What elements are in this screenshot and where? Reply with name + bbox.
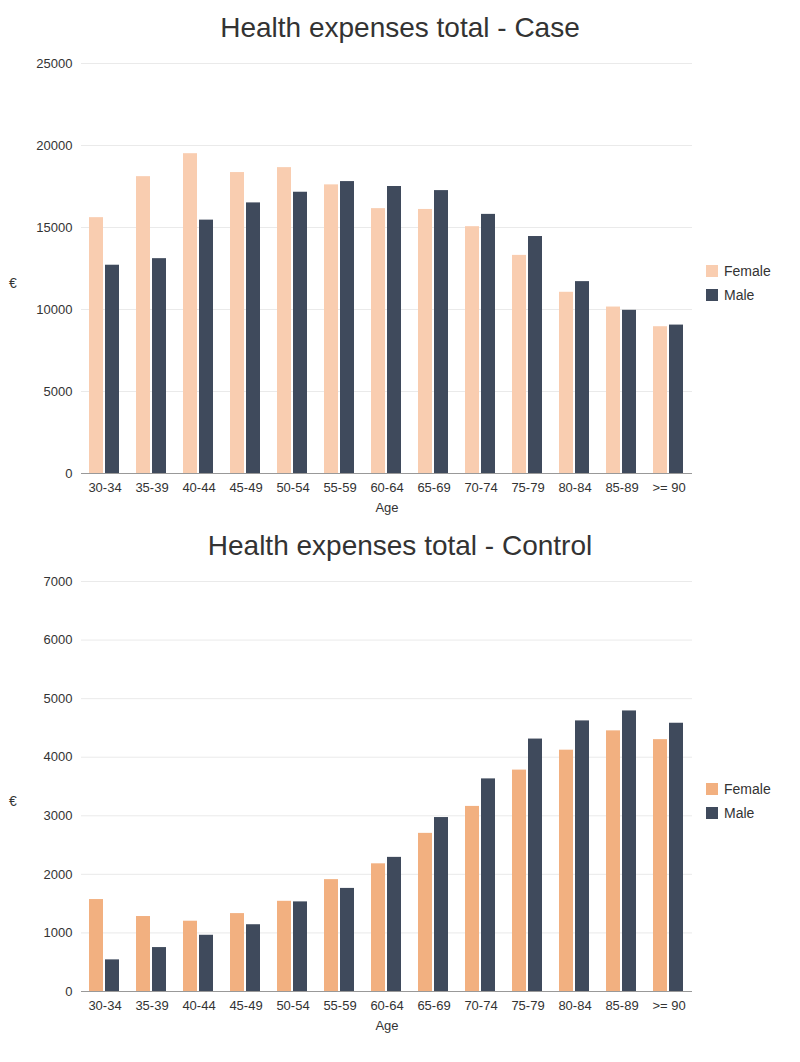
svg-text:70-74: 70-74: [464, 480, 497, 495]
svg-text:25000: 25000: [36, 56, 72, 71]
svg-text:35-39: 35-39: [135, 480, 168, 495]
svg-text:40-44: 40-44: [182, 480, 215, 495]
svg-text:4000: 4000: [44, 749, 73, 764]
svg-text:85-89: 85-89: [605, 998, 638, 1013]
svg-text:7000: 7000: [44, 574, 73, 589]
svg-text:Age: Age: [375, 1018, 398, 1033]
svg-text:5000: 5000: [44, 691, 73, 706]
svg-text:0: 0: [65, 466, 72, 481]
svg-text:2000: 2000: [44, 867, 73, 882]
svg-text:15000: 15000: [36, 220, 72, 235]
svg-text:40-44: 40-44: [182, 998, 215, 1013]
html-text:Female: Female: [724, 263, 771, 279]
svg-text:>= 90: >= 90: [652, 480, 685, 495]
svg-text:55-59: 55-59: [323, 480, 356, 495]
svg-text:Age: Age: [375, 500, 398, 515]
svg-text:75-79: 75-79: [511, 480, 544, 495]
svg-text:60-64: 60-64: [370, 998, 403, 1013]
svg-text:35-39: 35-39: [135, 998, 168, 1013]
svg-text:80-84: 80-84: [558, 998, 591, 1013]
svg-text:60-64: 60-64: [370, 480, 403, 495]
html-text:Health expenses total - Contro: Health expenses total - Control: [207, 530, 593, 561]
html-text:Male: Male: [724, 805, 755, 821]
svg-text:0: 0: [65, 984, 72, 999]
svg-text:30-34: 30-34: [88, 998, 121, 1013]
svg-text:50-54: 50-54: [276, 480, 309, 495]
html-text:Health expenses total - Case: Health expenses total - Case: [220, 12, 580, 43]
svg-text:85-89: 85-89: [605, 480, 638, 495]
svg-text:45-49: 45-49: [229, 480, 262, 495]
svg-text:45-49: 45-49: [229, 998, 262, 1013]
svg-text:>= 90: >= 90: [652, 998, 685, 1013]
html-text:Male: Male: [724, 287, 755, 303]
svg-text:80-84: 80-84: [558, 480, 591, 495]
svg-text:75-79: 75-79: [511, 998, 544, 1013]
html-text:Female: Female: [724, 781, 771, 797]
svg-text:50-54: 50-54: [276, 998, 309, 1013]
svg-text:65-69: 65-69: [417, 998, 450, 1013]
svg-text:10000: 10000: [36, 302, 72, 317]
svg-text:70-74: 70-74: [464, 998, 497, 1013]
svg-text:1000: 1000: [44, 925, 73, 940]
svg-text:55-59: 55-59: [323, 998, 356, 1013]
svg-text:20000: 20000: [36, 138, 72, 153]
svg-text:6000: 6000: [44, 632, 73, 647]
svg-text:3000: 3000: [44, 808, 73, 823]
svg-text:5000: 5000: [44, 384, 73, 399]
svg-text:30-34: 30-34: [88, 480, 121, 495]
svg-text:65-69: 65-69: [417, 480, 450, 495]
